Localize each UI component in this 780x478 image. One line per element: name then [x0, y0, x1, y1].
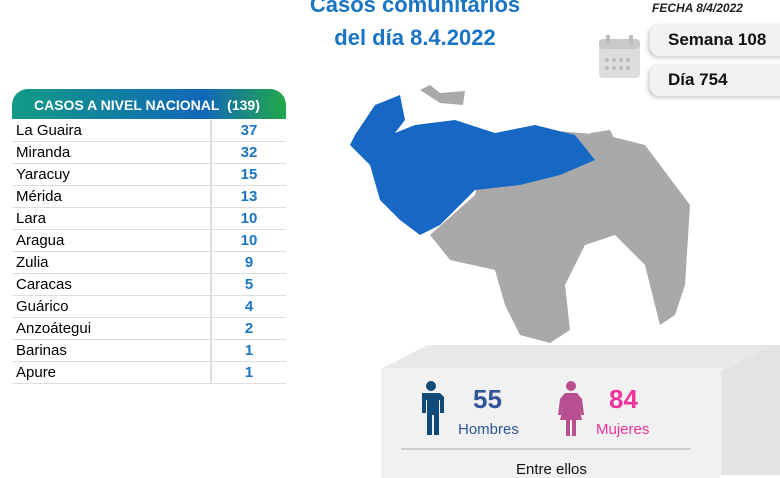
- table-row: Lara 10: [12, 207, 286, 230]
- state-name: Aragua: [12, 229, 211, 252]
- state-name: Zulia: [12, 251, 211, 274]
- table-row: Caracas 5: [12, 273, 286, 296]
- men-count: 55: [473, 384, 502, 414]
- table-row: Barinas 1: [12, 339, 286, 362]
- week-badge: Semana 108: [650, 24, 780, 56]
- state-name: Yaracuy: [12, 163, 211, 186]
- venezuela-map: [350, 85, 690, 343]
- case-count: 4: [210, 295, 286, 318]
- stand-top: [381, 345, 771, 369]
- state-name: Apure: [12, 361, 211, 384]
- state-name: Lara: [12, 207, 211, 230]
- table-row: Aragua 10: [12, 229, 286, 252]
- women-label: Mujeres: [596, 421, 650, 438]
- national-label: CASOS A NIVEL NACIONAL: [34, 97, 220, 113]
- case-count: 1: [210, 361, 286, 384]
- state-name: La Guaira: [12, 120, 211, 142]
- women-count: 84: [609, 384, 638, 414]
- map-islands: [420, 85, 615, 143]
- state-name: Mérida: [12, 185, 211, 208]
- case-count: 32: [210, 141, 286, 164]
- calendar-icon: [599, 35, 640, 78]
- gender-panel: 55 Hombres 84 Mujeres Entre ellos: [381, 368, 721, 478]
- case-count: 1: [210, 339, 286, 362]
- table-row: Apure 1: [12, 361, 286, 384]
- men-label: Hombres: [458, 421, 519, 438]
- stand-side: [721, 345, 780, 475]
- case-count: 2: [210, 317, 286, 340]
- title-line1: Casos comunitarios: [309, 0, 521, 17]
- map-region-blue: [350, 95, 595, 235]
- day-badge: Día 754: [650, 64, 780, 96]
- man-icon: [422, 381, 444, 435]
- table-row: Zulia 9: [12, 251, 286, 274]
- table-row: La Guaira 37: [12, 120, 286, 142]
- case-count: 10: [210, 229, 286, 252]
- case-count: 9: [210, 251, 286, 274]
- state-name: Barinas: [12, 339, 211, 362]
- table-row: Yaracuy 15: [12, 163, 286, 186]
- table-row: Guárico 4: [12, 295, 286, 318]
- national-header: CASOS A NIVEL NACIONAL (139): [12, 89, 286, 119]
- cases-table: La Guaira 37 Miranda 32 Yaracuy 15 Mérida 13 Lar…: [12, 120, 286, 384]
- title-line2: del día 8.4.2022: [334, 25, 496, 50]
- case-count: 37: [210, 120, 286, 142]
- date-label: FECHA 8/4/2022: [652, 1, 743, 15]
- table-row: Mérida 13: [12, 185, 286, 208]
- table-row: Miranda 32: [12, 141, 286, 164]
- state-name: Miranda: [12, 141, 211, 164]
- case-count: 15: [210, 163, 286, 186]
- state-name: Anzoátegui: [12, 317, 211, 340]
- table-row: Anzoátegui 2: [12, 317, 286, 340]
- divider: [401, 448, 691, 450]
- state-name: Guárico: [12, 295, 211, 318]
- state-name: Caracas: [12, 273, 211, 296]
- case-count: 10: [210, 207, 286, 230]
- national-total: (139): [227, 97, 260, 113]
- woman-icon: [558, 381, 584, 436]
- case-count: 13: [210, 185, 286, 208]
- case-count: 5: [210, 273, 286, 296]
